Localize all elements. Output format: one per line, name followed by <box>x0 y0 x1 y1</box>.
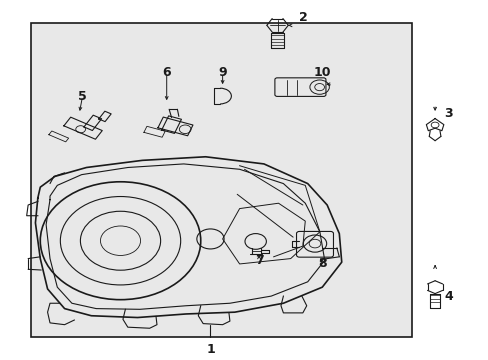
Text: 1: 1 <box>205 343 214 356</box>
Text: 5: 5 <box>78 90 87 103</box>
Text: 9: 9 <box>218 66 226 79</box>
Text: 10: 10 <box>313 66 330 79</box>
Text: 8: 8 <box>317 257 326 270</box>
Text: 6: 6 <box>162 66 171 79</box>
Text: 4: 4 <box>444 289 452 303</box>
Text: 3: 3 <box>444 107 452 120</box>
FancyBboxPatch shape <box>30 23 411 337</box>
Text: 7: 7 <box>254 254 263 267</box>
Text: 2: 2 <box>299 11 307 24</box>
